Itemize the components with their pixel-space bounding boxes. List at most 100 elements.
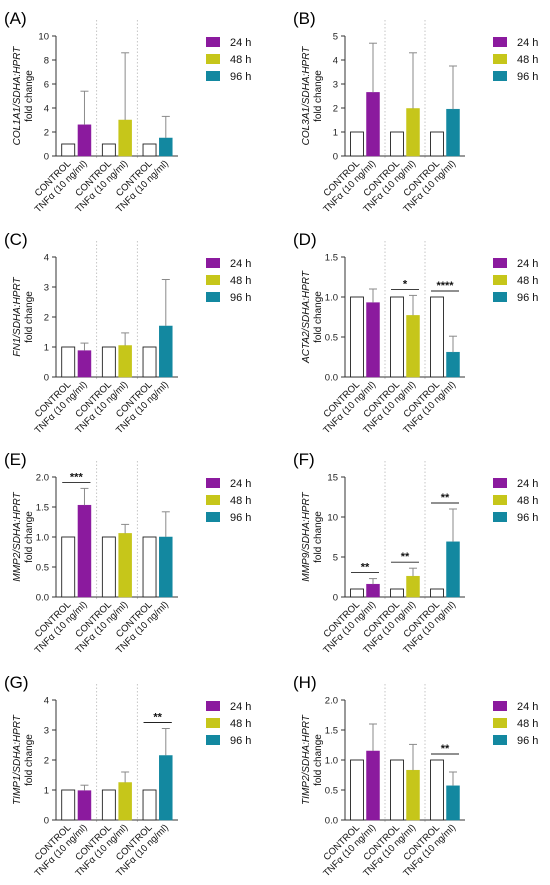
legend-label-2: 48 h [230,718,251,730]
legend-label-3: 96 h [230,292,251,304]
y-tick-label: 1.0 [325,756,338,767]
bar-control-3 [142,346,157,378]
bar-control-1 [350,131,364,157]
y-tick-label: 2.0 [36,473,49,484]
y-axis-label-unit: fold change [313,291,324,343]
y-tick-label: 10 [38,32,49,43]
bar-control-1 [61,143,76,157]
legend-swatch-3 [206,71,220,81]
legend-label-3: 96 h [230,735,251,747]
y-tick-label: 1 [44,343,49,354]
bar-control-1 [61,789,76,821]
y-axis-label-unit: fold change [313,734,324,786]
bar-tnf-2 [118,345,132,378]
legend-swatch-2 [493,54,507,64]
legend-swatch-3 [206,735,220,745]
y-axis-label: COL1A1/SDHA:HPRT [12,46,23,146]
bar-tnf-2 [406,769,420,821]
significance-label: ** [401,551,410,563]
y-tick-label: 2 [44,756,49,767]
y-tick-label: 6 [44,80,49,91]
y-tick-label: 3 [44,726,49,737]
legend-swatch-1 [493,701,507,711]
significance-label: ** [441,492,450,504]
legend-label-3: 96 h [230,71,251,83]
legend-label-1: 24 h [230,478,251,490]
bar-control-1 [350,588,364,598]
legend-label-2: 48 h [230,495,251,507]
y-tick-label: 1.0 [36,533,49,544]
y-tick-label: 4 [333,56,338,67]
panel-e: (E) 0.0 0.5 1.0 1.5 2.0 MMP2/SDHA:HPRT fold cha… [4,450,251,656]
significance-label: *** [70,471,84,483]
bar-control-2 [390,759,404,821]
legend-swatch-2 [493,495,507,505]
bar-control-1 [350,296,364,378]
legend-swatch-1 [206,478,220,488]
legend-label-3: 96 h [517,71,538,83]
panel-label: (C) [4,230,28,249]
bar-control-1 [61,346,76,378]
y-tick-label: 0.5 [36,563,49,574]
y-tick-label: 2 [44,128,49,139]
legend-label-1: 24 h [517,258,538,270]
bar-tnf-2 [118,119,132,157]
significance-label: ** [361,562,370,574]
bar-control-2 [101,346,116,378]
panel-label: (B) [293,9,316,28]
bar-control-2 [390,131,404,157]
y-tick-label: 2 [44,313,49,324]
y-tick-label: 0 [333,593,338,604]
y-axis-label-unit: fold change [24,291,35,343]
legend-label-2: 48 h [517,275,538,287]
legend-label-1: 24 h [230,37,251,49]
bar-control-3 [430,296,444,378]
bar-tnf-3 [159,137,173,157]
legend-label-2: 48 h [517,495,538,507]
bar-tnf-1 [366,583,380,598]
y-tick-label: 0 [333,152,338,163]
significance-label: ** [441,743,450,755]
legend-swatch-1 [206,258,220,268]
y-axis-label: ACTA2/SDHA:HPRT [301,270,312,364]
y-tick-label: 1.5 [325,253,338,264]
y-tick-label: 4 [44,696,49,707]
bar-tnf-1 [366,92,380,157]
y-tick-label: 5 [333,32,338,43]
y-tick-label: 0.0 [36,593,49,604]
bar-control-3 [142,143,157,157]
bar-tnf-3 [446,541,460,598]
y-axis-label: MMP2/SDHA:HPRT [12,491,23,581]
y-tick-label: 0 [44,373,49,384]
bar-tnf-1 [77,350,92,378]
legend-label-1: 24 h [230,258,251,270]
y-axis-label: MMP9/SDHA:HPRT [301,491,312,581]
y-axis-label: TIMP2/SDHA:HPRT [301,714,312,805]
bar-control-2 [101,536,116,598]
legend-label-3: 96 h [230,512,251,524]
bar-control-1 [61,536,76,598]
y-tick-label: 2 [333,104,338,115]
bar-tnf-3 [159,325,173,378]
bar-tnf-3 [159,536,173,598]
y-tick-label: 1.0 [325,293,338,304]
y-tick-label: 8 [44,56,49,67]
y-tick-label: 1 [44,786,49,797]
bar-tnf-2 [118,533,132,598]
legend-swatch-1 [493,478,507,488]
legend-label-3: 96 h [517,735,538,747]
legend-label-3: 96 h [517,292,538,304]
bar-tnf-2 [406,575,420,598]
bar-control-1 [350,759,364,821]
bar-tnf-1 [77,124,92,157]
legend-swatch-3 [493,512,507,522]
bar-tnf-1 [366,302,380,378]
y-axis-label-unit: fold change [24,511,35,563]
y-tick-label: 5 [333,553,338,564]
y-tick-label: 0 [44,816,49,827]
legend-swatch-2 [206,54,220,64]
bar-tnf-3 [159,755,173,821]
